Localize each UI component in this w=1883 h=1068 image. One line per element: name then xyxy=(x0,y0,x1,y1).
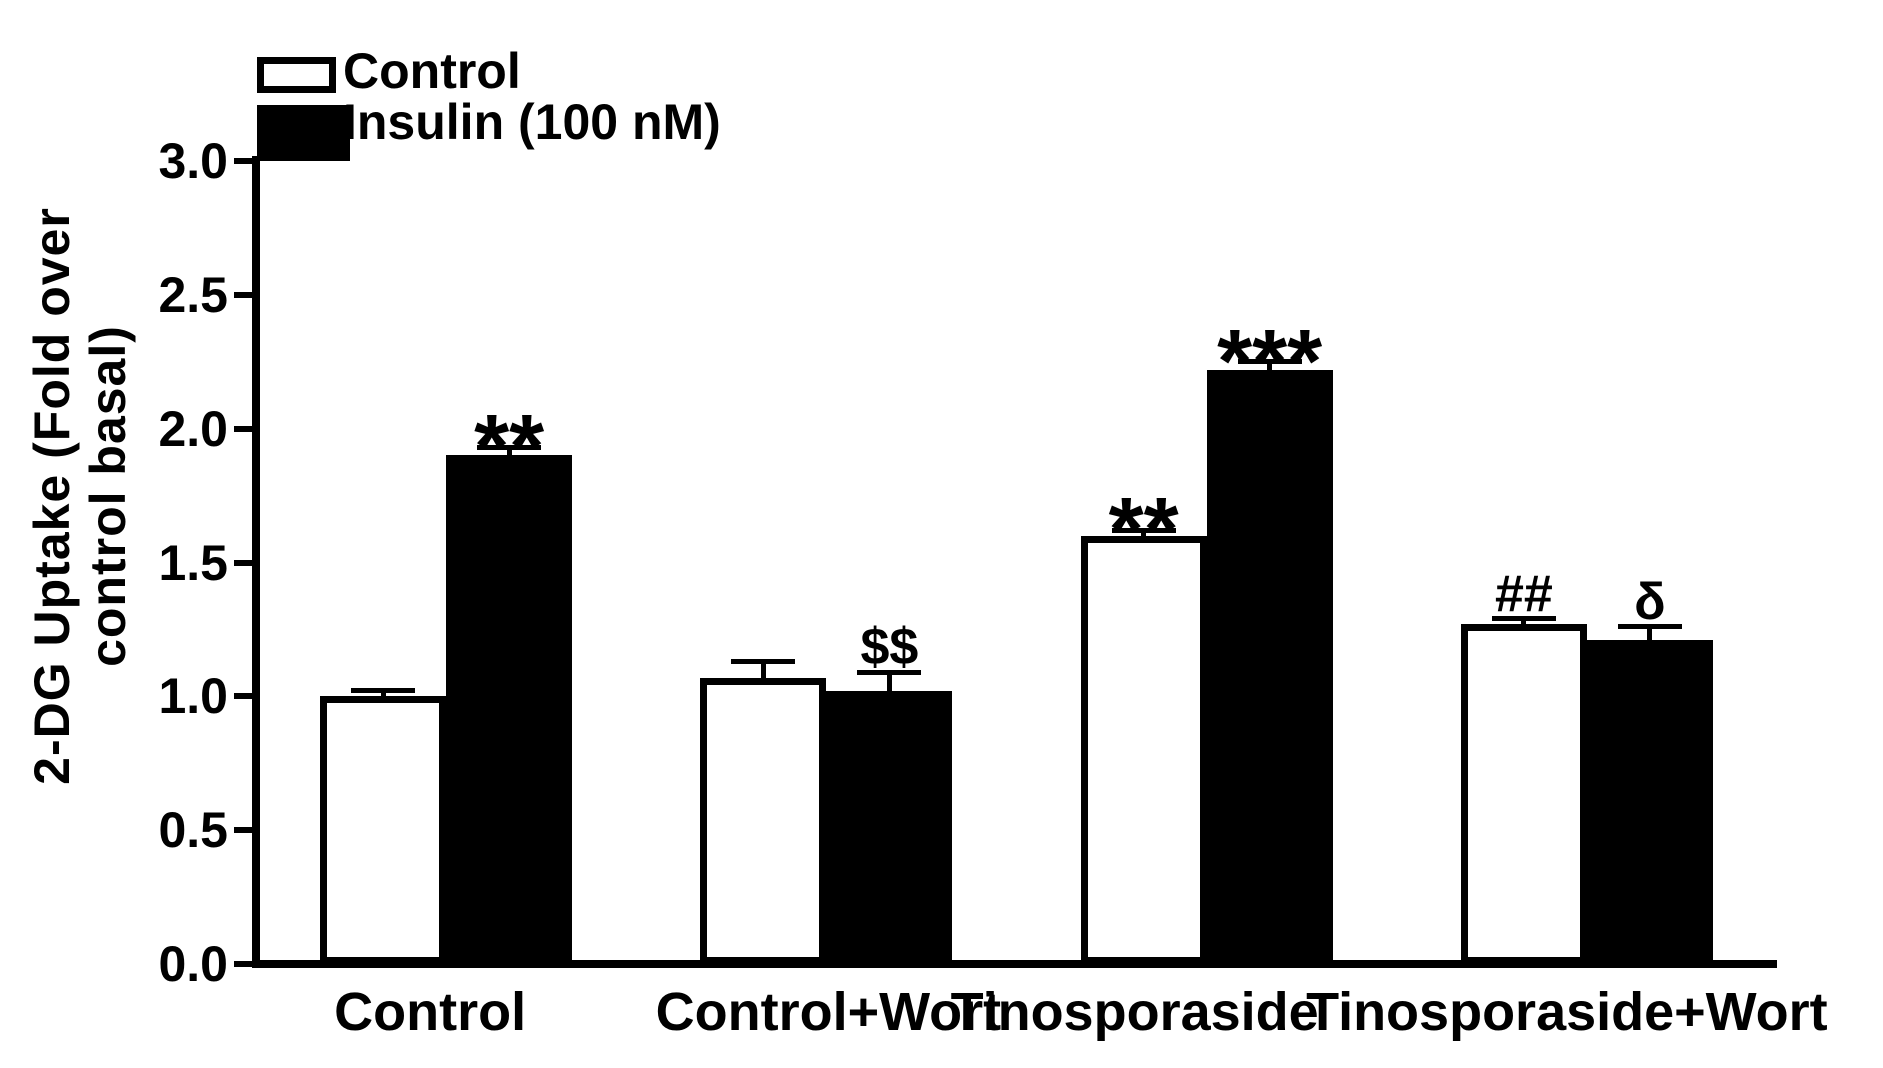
bar-control-4 xyxy=(1460,624,1587,964)
x-category-label-1: Control xyxy=(334,982,527,1042)
significance-annotation: ** xyxy=(1108,480,1179,581)
legend: Control Insulin (100 nM) xyxy=(0,0,800,161)
error-bar-cap xyxy=(351,688,416,694)
x-category-label-3: Tinosporaside xyxy=(950,982,1319,1042)
significance-annotation: δ xyxy=(1634,572,1666,631)
legend-label-control: Control xyxy=(343,43,521,99)
error-bar-stem xyxy=(760,661,766,682)
y-tick-label: 3.0 xyxy=(158,133,228,189)
error-bar-cap xyxy=(1491,616,1556,622)
y-axis-title-line-1: 2-DG Uptake (Fold over xyxy=(24,207,80,785)
y-tick-label: 0.0 xyxy=(158,936,228,992)
error-bar-stem xyxy=(380,690,386,701)
y-tick-label: 1.0 xyxy=(158,668,228,725)
significance-annotation: ## xyxy=(1494,564,1553,623)
error-bar-stem xyxy=(886,672,892,695)
y-tick-label: 2.0 xyxy=(158,400,228,457)
y-tick-label: 2.5 xyxy=(158,266,228,323)
y-tick-label: 1.5 xyxy=(158,534,228,591)
error-bar-stem xyxy=(1521,618,1527,629)
y-tick xyxy=(234,425,252,432)
error-bar-cap xyxy=(731,659,796,665)
x-category-label-2: Control+Wort xyxy=(655,982,1002,1042)
error-bar-stem xyxy=(506,447,512,460)
error-bar-stem xyxy=(1647,626,1653,645)
x-category-label-4: Tinosporaside+Wort xyxy=(1306,982,1828,1042)
bar-insulin-4 xyxy=(1586,640,1713,964)
y-tick xyxy=(234,158,252,164)
legend-swatch-insulin xyxy=(257,105,350,161)
error-bar-cap xyxy=(1111,527,1176,533)
error-bar-stem xyxy=(1267,361,1273,374)
y-tick xyxy=(234,961,252,967)
y-tick xyxy=(234,559,252,566)
y-axis-title-line-2: control basal) xyxy=(80,325,136,667)
legend-label-insulin: Insulin (100 nM) xyxy=(343,94,721,150)
legend-swatch-control xyxy=(257,57,336,93)
x-axis-line xyxy=(252,960,1777,968)
error-bar-cap xyxy=(857,669,922,675)
error-bar-cap xyxy=(477,444,542,450)
error-bar-cap xyxy=(1617,624,1682,630)
error-bar-cap xyxy=(1237,359,1302,365)
error-bar-stem xyxy=(1141,530,1147,540)
bar-control-1 xyxy=(320,696,447,964)
y-axis-title: 2-DG Uptake (Fold over control basal) xyxy=(24,146,136,846)
bar-insulin-1 xyxy=(446,455,573,964)
y-tick xyxy=(234,827,252,834)
significance-annotation: *** xyxy=(1217,311,1323,412)
significance-annotation: ** xyxy=(474,397,545,498)
y-tick xyxy=(234,693,252,700)
bar-control-2 xyxy=(700,677,827,964)
significance-annotation: $$ xyxy=(860,618,919,677)
bar-insulin-3 xyxy=(1206,369,1333,964)
y-tick-label: 0.5 xyxy=(158,802,228,859)
y-axis-line xyxy=(252,156,260,968)
bar-control-3 xyxy=(1080,535,1207,964)
y-tick xyxy=(234,291,252,298)
bar-insulin-2 xyxy=(826,690,953,964)
